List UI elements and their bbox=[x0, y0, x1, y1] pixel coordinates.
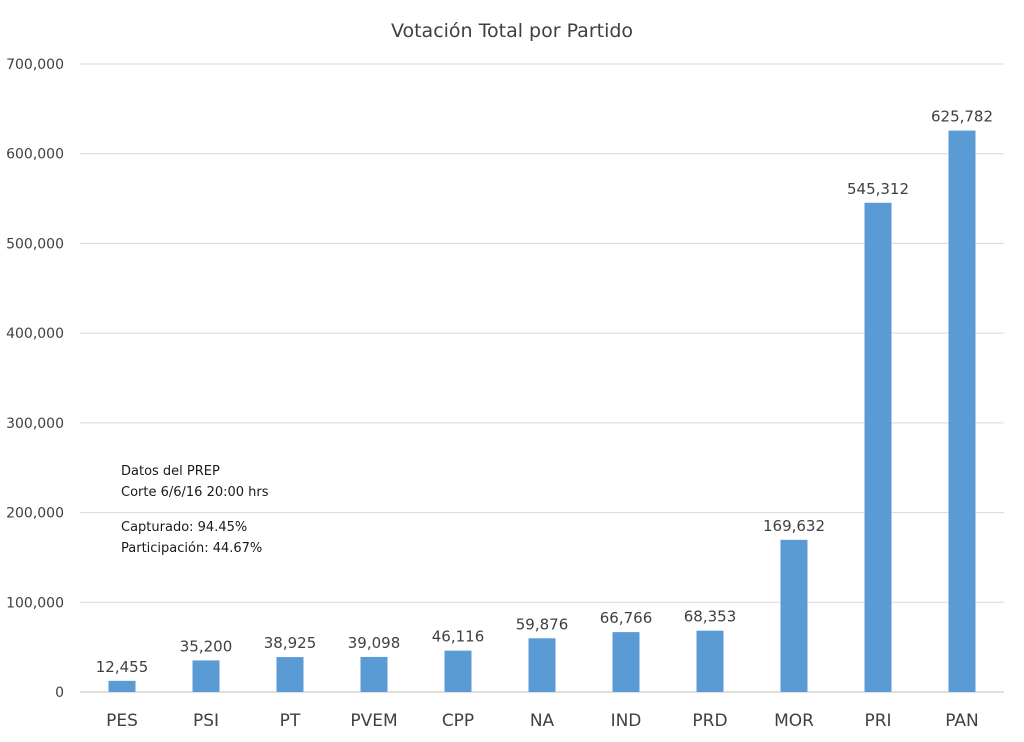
bar-pan bbox=[948, 130, 976, 692]
annotation-line-4: Participación: 44.67% bbox=[121, 541, 263, 556]
annotation-gap bbox=[121, 503, 269, 517]
bar-ind bbox=[612, 632, 640, 692]
x-tick-label-pri: PRI bbox=[864, 711, 891, 731]
bar-psi bbox=[192, 660, 220, 692]
data-label-pan: 625,782 bbox=[931, 108, 993, 126]
bar-pt bbox=[276, 657, 304, 692]
bar-na bbox=[528, 638, 556, 692]
data-label-cpp: 46,116 bbox=[432, 628, 485, 646]
data-label-mor: 169,632 bbox=[763, 517, 825, 535]
annotation-line-2: Corte 6/6/16 20:00 hrs bbox=[121, 485, 269, 500]
y-tick-label: 400,000 bbox=[6, 326, 64, 342]
data-label-na: 59,876 bbox=[516, 615, 569, 633]
annotation-line-1: Datos del PREP bbox=[121, 464, 220, 479]
bar-pri bbox=[864, 202, 892, 693]
x-tick-label-pes: PES bbox=[106, 711, 138, 731]
prep-annotation: Datos del PREP Corte 6/6/16 20:00 hrs Ca… bbox=[121, 461, 269, 559]
data-label-ind: 66,766 bbox=[600, 609, 653, 627]
data-labels: 12,455 35,200 38,925 39,098 46,116 59,876 66,7… bbox=[96, 108, 993, 676]
data-label-pri: 545,312 bbox=[847, 180, 909, 198]
x-tick-label-pt: PT bbox=[280, 711, 301, 731]
x-tick-label-ind: IND bbox=[611, 711, 642, 731]
bar-mor bbox=[780, 539, 808, 692]
gridlines bbox=[80, 63, 1004, 693]
data-label-pvem: 39,098 bbox=[348, 634, 401, 652]
y-tick-label: 100,000 bbox=[6, 595, 64, 611]
x-tick-label-pan: PAN bbox=[945, 711, 979, 731]
bar-prd bbox=[696, 630, 724, 692]
x-tick-label-na: NA bbox=[530, 711, 555, 731]
bars bbox=[108, 130, 976, 693]
annotation-line-3: Capturado: 94.45% bbox=[121, 520, 248, 535]
x-tick-label-mor: MOR bbox=[774, 711, 814, 731]
y-tick-label: 500,000 bbox=[6, 236, 64, 252]
x-tick-label-pvem: PVEM bbox=[350, 711, 397, 731]
data-label-prd: 68,353 bbox=[684, 608, 737, 626]
bar-pvem bbox=[360, 656, 388, 692]
chart-title: Votación Total por Partido bbox=[391, 20, 633, 42]
y-tick-label: 0 bbox=[55, 685, 64, 701]
data-label-pes: 12,455 bbox=[96, 658, 149, 676]
data-label-psi: 35,200 bbox=[180, 637, 233, 655]
y-tick-label: 700,000 bbox=[6, 57, 64, 73]
x-axis-ticks: PES PSI PT PVEM CPP NA IND PRD MOR PRI PAN bbox=[106, 711, 979, 731]
y-tick-label: 200,000 bbox=[6, 506, 64, 522]
x-tick-label-cpp: CPP bbox=[442, 711, 474, 731]
bar-pes bbox=[108, 680, 136, 692]
data-label-pt: 38,925 bbox=[264, 634, 317, 652]
y-tick-label: 600,000 bbox=[6, 147, 64, 163]
x-tick-label-psi: PSI bbox=[193, 711, 219, 731]
bar-cpp bbox=[444, 650, 472, 692]
y-tick-label: 300,000 bbox=[6, 416, 64, 432]
y-axis-ticks: 0 100,000 200,000 300,000 400,000 500,000 600,… bbox=[6, 57, 64, 701]
x-tick-label-prd: PRD bbox=[692, 711, 727, 731]
